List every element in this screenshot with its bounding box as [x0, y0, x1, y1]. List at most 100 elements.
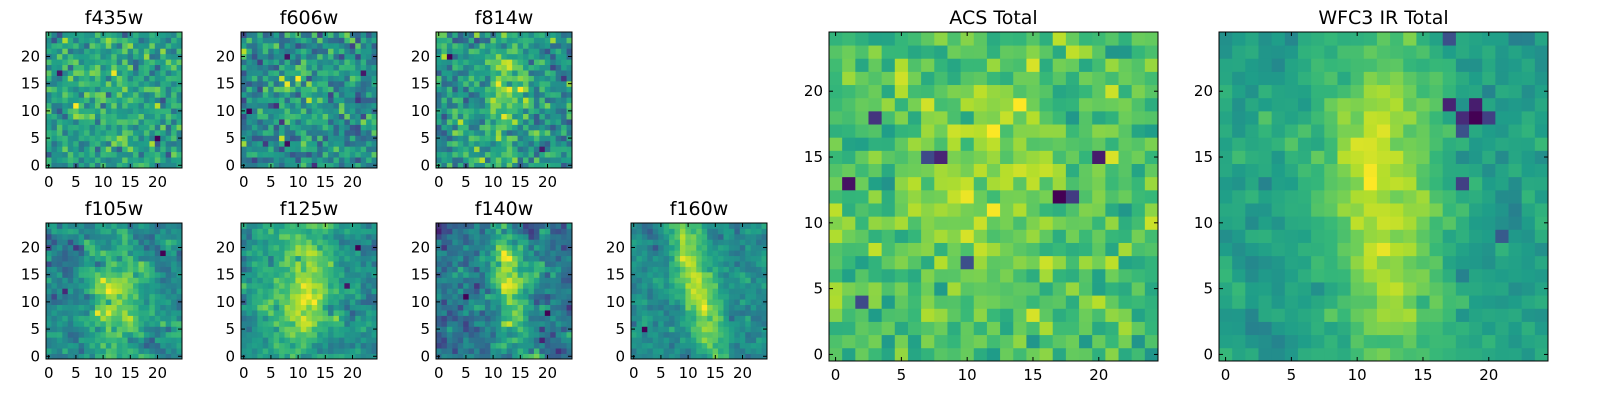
heatmap-cell [533, 288, 540, 295]
heatmap-cell [484, 157, 491, 163]
heatmap-cell [712, 342, 719, 349]
heatmap-cell [495, 337, 502, 344]
heatmap-cell [67, 271, 74, 278]
heatmap-cell [761, 293, 768, 300]
heatmap-cell [539, 299, 546, 305]
heatmap-cell [300, 266, 307, 273]
heatmap-cell [133, 162, 139, 169]
heatmap-cell [317, 119, 323, 125]
heatmap-cell [149, 102, 156, 109]
heatmap-cell [143, 233, 150, 240]
heatmap-cell [696, 244, 703, 251]
heatmap-cell [89, 320, 96, 327]
heatmap-cell [555, 32, 562, 38]
heatmap-cell [539, 288, 546, 295]
heatmap-cell [127, 282, 134, 289]
heatmap-cell [484, 337, 491, 344]
heatmap-cell [67, 135, 74, 142]
heatmap-cell [246, 326, 253, 333]
heatmap-cell [149, 75, 156, 82]
heatmap-cell [663, 315, 670, 322]
heatmap-cell [344, 97, 351, 104]
heatmap-cell [78, 42, 85, 49]
heatmap-cell [94, 86, 101, 93]
heatmap-cell [712, 320, 719, 327]
heatmap-cell [523, 315, 529, 322]
heatmap-cell [517, 342, 524, 349]
heatmap-cell [506, 59, 513, 66]
heatmap-cell [295, 310, 302, 316]
heatmap-cell [349, 342, 356, 349]
heatmap-cell [251, 255, 258, 262]
heatmap-cell [533, 53, 540, 60]
heatmap-cell [62, 91, 69, 98]
heatmap-cell [696, 348, 703, 354]
heatmap-cell [550, 342, 557, 349]
heatmap-cell [907, 163, 922, 178]
heatmap-cell [300, 271, 307, 278]
heatmap-cell [338, 250, 345, 257]
heatmap-cell [111, 342, 118, 349]
heatmap-cell [468, 42, 475, 49]
heatmap-cell [122, 37, 128, 44]
heatmap-cell [490, 157, 497, 163]
heatmap-cell [73, 342, 80, 349]
heatmap-cell [561, 32, 567, 38]
heatmap-cell [479, 320, 486, 327]
heatmap-cell [501, 288, 508, 295]
heatmap-cell [452, 146, 459, 153]
heatmap-cell [512, 129, 518, 136]
heatmap-cell [149, 337, 156, 344]
heatmap-cell [67, 348, 74, 354]
heatmap-cell [51, 129, 58, 136]
heatmap-cell [333, 255, 340, 262]
heatmap-cell [723, 326, 730, 333]
heatmap-cell [894, 216, 909, 230]
heatmap-cell [641, 348, 648, 354]
heatmap-cell [436, 102, 442, 109]
heatmap-cell [46, 140, 52, 147]
y-tick-label: 0 [225, 347, 235, 365]
heatmap-cell [663, 244, 670, 251]
heatmap-cell [550, 108, 557, 114]
heatmap-cell [960, 321, 975, 336]
heatmap-cell [122, 293, 128, 300]
heatmap-cell [268, 135, 275, 142]
heatmap-cell [696, 233, 703, 240]
heatmap-cell [268, 59, 275, 66]
heatmap-cell [67, 315, 74, 322]
heatmap-cell [1000, 334, 1014, 349]
heatmap-cell [78, 244, 85, 251]
heatmap-cell [268, 342, 275, 349]
heatmap-cell [246, 348, 253, 354]
heatmap-cell [127, 53, 134, 60]
heatmap-cell [116, 326, 123, 333]
heatmap-cell [555, 304, 562, 311]
heatmap-cell [273, 304, 280, 311]
heatmap-cell [1131, 308, 1146, 322]
x-tick-label: 0 [44, 364, 54, 382]
heatmap-cell [701, 326, 708, 333]
heatmap-cell [89, 80, 96, 87]
heatmap-cell [355, 342, 362, 349]
heatmap-cell [690, 310, 697, 316]
heatmap-cell [501, 342, 508, 349]
heatmap-cell [289, 348, 296, 354]
heatmap-cell [78, 266, 85, 273]
heatmap-cell [550, 146, 557, 153]
heatmap-cell [468, 266, 475, 273]
heatmap-cell [322, 261, 329, 267]
heatmap-cell [360, 261, 367, 267]
heatmap-cell [73, 266, 80, 273]
heatmap-cell [517, 151, 524, 158]
heatmap-cell [67, 288, 74, 295]
heatmap-cell [474, 64, 480, 71]
heatmap-cell [441, 75, 448, 82]
heatmap-cell [881, 255, 896, 270]
heatmap-cell [149, 353, 156, 360]
heatmap-cell [251, 59, 258, 66]
heatmap-cell [300, 91, 307, 98]
heatmap-cell [78, 348, 85, 354]
heatmap-cell [446, 244, 453, 251]
heatmap-cell [566, 113, 573, 120]
